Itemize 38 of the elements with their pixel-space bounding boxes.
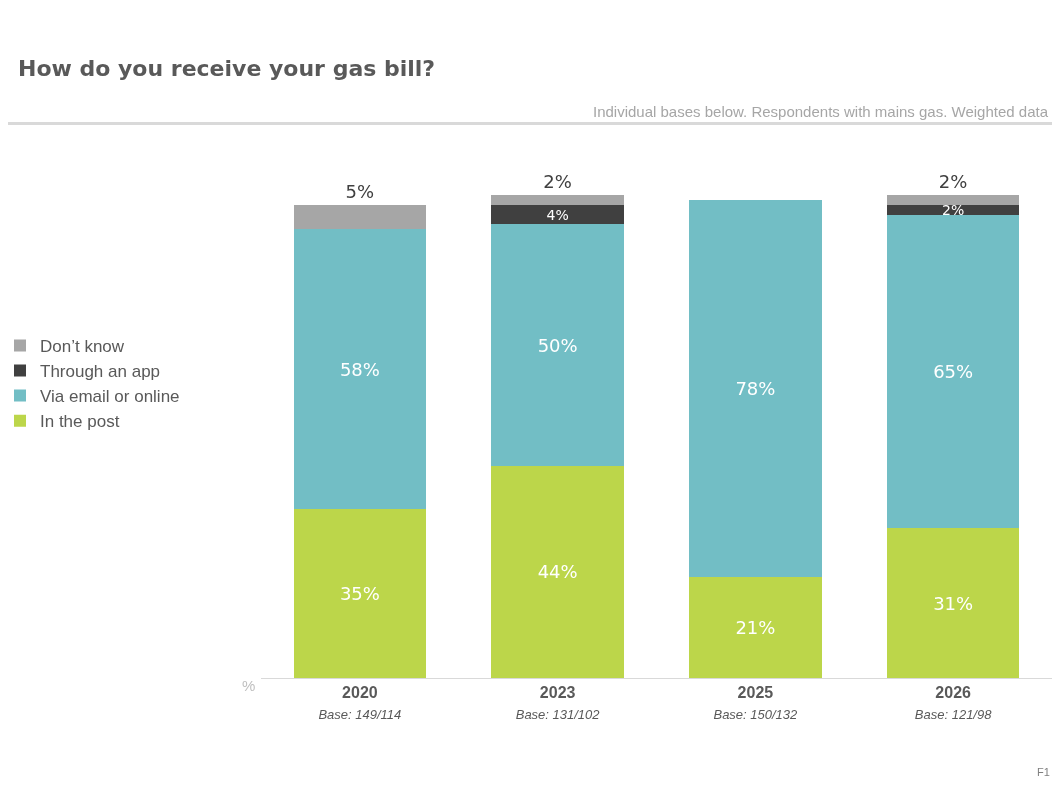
x-tick-label: 2023 Base: 131/102 — [515, 684, 601, 722]
data-label: 44% — [537, 561, 578, 583]
chart-subtitle: Individual bases below. Respondents with mains gas. Weighted data — [592, 103, 1048, 120]
bar — [886, 205, 1020, 215]
bar — [491, 224, 624, 466]
legend-label: Via email or online — [40, 387, 180, 407]
bar — [886, 195, 1020, 206]
bar — [886, 528, 1020, 678]
bar — [491, 205, 624, 225]
legend-label: In the post — [40, 412, 120, 432]
bar — [491, 195, 624, 206]
bar — [689, 576, 822, 678]
bar — [293, 509, 427, 678]
data-label: 78% — [735, 377, 776, 399]
bar — [293, 229, 427, 510]
bar — [886, 214, 1020, 529]
x-tick-label: 2026 Base: 121/98 — [914, 684, 993, 722]
bar — [491, 465, 624, 678]
data-label: 58% — [339, 358, 380, 380]
y-axis-title: % — [242, 677, 256, 694]
data-label: 2% — [938, 171, 968, 193]
data-label: 21% — [735, 616, 776, 638]
data-label: 35% — [339, 583, 380, 605]
data-label: 2% — [942, 201, 965, 218]
x-tick-label: 2025 Base: 150/132 — [713, 684, 799, 722]
data-label: 4% — [546, 206, 569, 223]
data-label: 5% — [345, 181, 375, 203]
bar — [293, 205, 427, 230]
text: F1 — [1037, 766, 1050, 778]
chart-title: How do you receive your gas bill? — [18, 56, 436, 81]
legend-label: Through an app — [40, 362, 161, 382]
data-label: 2% — [543, 171, 572, 193]
bar — [689, 200, 822, 577]
data-label: 31% — [933, 592, 974, 614]
legend-label: Don’t know — [40, 337, 125, 357]
x-tick-label: 2020 Base: 149/114 — [318, 684, 402, 722]
data-label: 65% — [933, 361, 974, 383]
data-label: 50% — [537, 334, 578, 356]
